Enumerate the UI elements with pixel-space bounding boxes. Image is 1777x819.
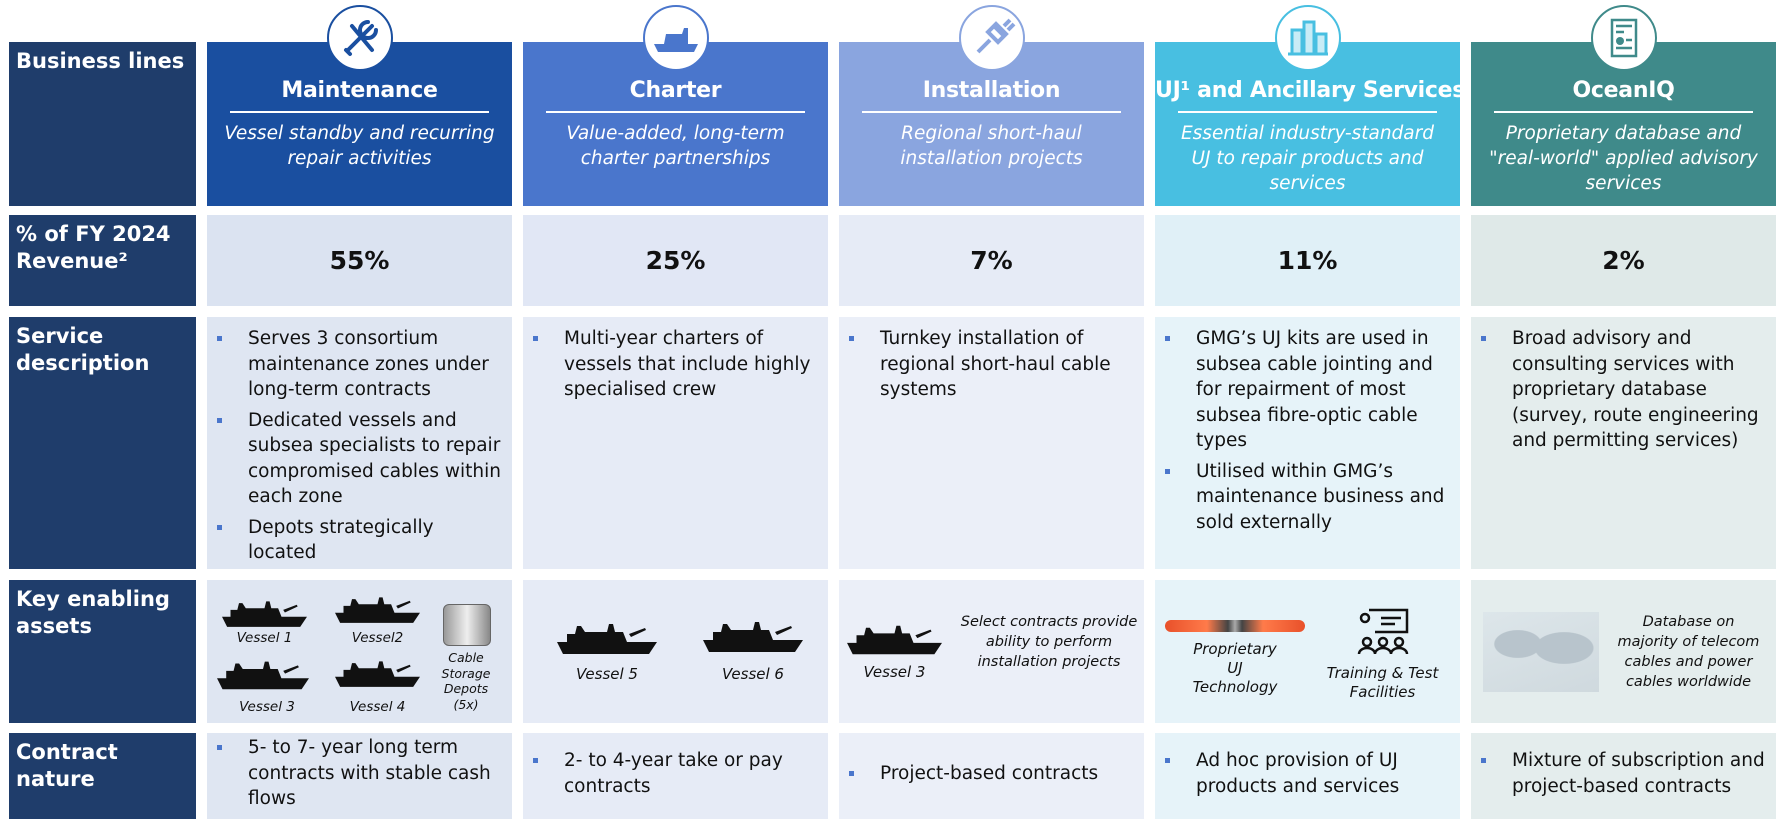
asset-label: Proprietary UJ Technology: [1192, 640, 1278, 696]
vessel-icon: [217, 661, 309, 690]
contract-cell: Ad hoc provision of UJ products and serv…: [1155, 733, 1460, 819]
asset-label: Vessel2: [351, 630, 404, 646]
line-icon: [326, 5, 393, 71]
column-subtitle: Essential industry-standard UJ to repair…: [1180, 123, 1434, 194]
revenue-cell: 11%: [1155, 215, 1460, 306]
assets-cell: Proprietary UJ Technology Training & Test…: [1155, 580, 1460, 723]
bullet-list: Turnkey installation of regional short-h…: [839, 326, 1136, 403]
column-title: Charter: [629, 78, 722, 103]
training-icon: [1357, 608, 1409, 654]
bullet-list: Mixture of subscription and project-base…: [1471, 748, 1768, 804]
header-cell: Charter Value-added, long-term charter pa…: [523, 42, 828, 206]
service-cell: Multi-year charters of vessels that incl…: [523, 317, 828, 569]
assets-cell: Vessel 5 Vessel 6: [523, 580, 828, 723]
asset-label: Cable Storage Depots (5x): [441, 650, 491, 712]
assets-cell: Database on majority of telecom cables a…: [1471, 580, 1776, 723]
contract-cell: Project-based contracts: [839, 733, 1144, 819]
service-cell: Serves 3 consortium maintenance zones un…: [207, 317, 512, 569]
row-label: Key enabling assets: [9, 580, 196, 723]
bullet-item: GMG’s UJ kits are used in subsea cable j…: [1155, 326, 1452, 454]
row-label: % of FY 2024 Revenue²: [9, 215, 196, 306]
bullet-list: Project-based contracts: [839, 761, 1136, 792]
vessel-icon: [557, 624, 657, 654]
bullet-item: Serves 3 consortium maintenance zones un…: [207, 326, 504, 403]
vessel-icon: [222, 601, 307, 627]
bullet-item: Ad hoc provision of UJ products and serv…: [1155, 748, 1452, 799]
revenue-cell: 2%: [1471, 215, 1776, 306]
asset-label: Vessel 6: [722, 665, 784, 683]
column-title: Installation: [922, 78, 1061, 103]
column-title: UJ¹ and Ancillary Services: [1155, 78, 1466, 103]
depot-icon: [443, 604, 491, 646]
title-rule: [1494, 111, 1753, 113]
bullet-list: Ad hoc provision of UJ products and serv…: [1155, 748, 1452, 804]
row-label: Service description: [9, 317, 196, 569]
service-cell: Turnkey installation of regional short-h…: [839, 317, 1144, 569]
bullet-list: GMG’s UJ kits are used in subsea cable j…: [1155, 326, 1452, 535]
assets-cell: Vessel 1 Vessel2 Vessel 3 Vessel 4 Cable Sto…: [207, 580, 512, 723]
column-title: Maintenance: [281, 78, 438, 103]
column-subtitle: Proprietary database and "real-world" ap…: [1489, 123, 1758, 194]
line-icon: [1274, 5, 1341, 71]
service-cell: Broad advisory and consulting services w…: [1471, 317, 1776, 569]
service-cell: GMG’s UJ kits are used in subsea cable j…: [1155, 317, 1460, 569]
bullet-item: Multi-year charters of vessels that incl…: [523, 326, 820, 403]
title-rule: [546, 111, 805, 113]
row-label: Contract nature: [9, 733, 196, 819]
column-subtitle: Vessel standby and recurring repair acti…: [224, 123, 495, 169]
vessel-icon: [335, 661, 420, 687]
revenue-cell: 25%: [523, 215, 828, 306]
vessel-icon: [847, 625, 942, 655]
asset-label: Select contracts provide ability to perf…: [960, 614, 1138, 670]
bullet-item: Dedicated vessels and subsea specialists…: [207, 408, 504, 510]
bullet-list: 2- to 4-year take or pay contracts: [523, 748, 820, 804]
revenue-cell: 7%: [839, 215, 1144, 306]
bullet-item: 2- to 4-year take or pay contracts: [523, 748, 820, 799]
asset-label: Vessel 3: [863, 663, 926, 681]
bullet-list: Broad advisory and consulting services w…: [1471, 326, 1768, 454]
uj-kit-image: [1165, 620, 1305, 632]
asset-label: Training & Test Facilities: [1326, 664, 1439, 701]
line-icon: [642, 5, 709, 71]
revenue-cell: 55%: [207, 215, 512, 306]
bullet-item: Mixture of subscription and project-base…: [1471, 748, 1768, 799]
bullet-list: 5- to 7- year long term contracts with s…: [207, 735, 504, 817]
row-label: Business lines: [9, 42, 196, 206]
map-image: [1483, 612, 1599, 692]
contract-cell: 2- to 4-year take or pay contracts: [523, 733, 828, 819]
asset-label: Vessel 4: [349, 699, 406, 715]
vessel-icon: [335, 597, 420, 623]
bullet-item: Turnkey installation of regional short-h…: [839, 326, 1136, 403]
bullet-list: Serves 3 consortium maintenance zones un…: [207, 326, 504, 566]
column-subtitle: Regional short-haul installation project…: [900, 123, 1083, 169]
asset-label: Database on majority of telecom cables a…: [1617, 614, 1760, 690]
asset-label: Vessel 1: [236, 630, 293, 646]
column-title: OceanIQ: [1572, 78, 1675, 103]
bullet-item: 5- to 7- year long term contracts with s…: [207, 735, 504, 812]
vessel-icon: [703, 622, 803, 652]
line-icon: [1590, 5, 1657, 71]
bullet-list: Multi-year charters of vessels that incl…: [523, 326, 820, 403]
bullet-item: Broad advisory and consulting services w…: [1471, 326, 1768, 454]
bullet-item: Project-based contracts: [839, 761, 1136, 787]
line-icon: [958, 5, 1025, 71]
contract-cell: Mixture of subscription and project-base…: [1471, 733, 1776, 819]
title-rule: [862, 111, 1121, 113]
bullet-item: Utilised within GMG’s maintenance busine…: [1155, 459, 1452, 536]
asset-label: Vessel 5: [576, 665, 638, 683]
asset-label: Vessel 3: [239, 699, 295, 715]
column-subtitle: Value-added, long-term charter partnersh…: [566, 123, 785, 169]
bullet-item: Depots strategically located: [207, 515, 504, 566]
contract-cell: 5- to 7- year long term contracts with s…: [207, 733, 512, 819]
title-rule: [1178, 111, 1437, 113]
title-rule: [230, 111, 489, 113]
assets-cell: Vessel 3 Select contracts provide ability…: [839, 580, 1144, 723]
